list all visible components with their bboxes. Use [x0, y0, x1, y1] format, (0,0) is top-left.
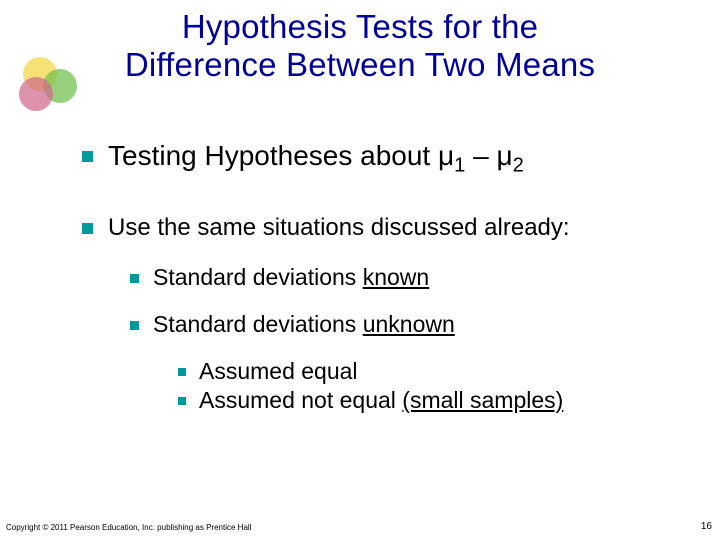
- bullet-square-icon: [130, 321, 139, 330]
- bullet-l2-2-text: Standard deviations unknown: [153, 311, 455, 338]
- bullet-l1-2: Use the same situations discussed alread…: [82, 214, 682, 242]
- bullet-l1-2-text: Use the same situations discussed alread…: [108, 214, 570, 242]
- slide-body: Testing Hypotheses about μ1 – μ2 Use the…: [82, 140, 682, 416]
- bullet-square-icon: [82, 223, 93, 234]
- copyright-footer: Copyright © 2011 Pearson Education, Inc.…: [6, 523, 251, 532]
- bullet-l1-1-text: Testing Hypotheses about μ1 – μ2: [108, 140, 524, 178]
- slide: Hypothesis Tests for the Difference Betw…: [0, 0, 720, 540]
- title-line-1: Hypothesis Tests for the: [182, 8, 538, 45]
- bullet-l3-2-text: Assumed not equal (small samples): [199, 387, 563, 414]
- bullet-l2-2: Standard deviations unknown: [130, 311, 682, 338]
- bullet-square-icon: [178, 368, 186, 376]
- bullet-square-icon: [178, 397, 186, 405]
- bullet-l1-1: Testing Hypotheses about μ1 – μ2: [82, 140, 682, 178]
- bullet-l2-1: Standard deviations known: [130, 264, 682, 291]
- bullet-l3-1-text: Assumed equal: [199, 358, 358, 385]
- bullet-l3-2: Assumed not equal (small samples): [178, 387, 682, 414]
- bullet-l3-1: Assumed equal: [178, 358, 682, 385]
- bullet-square-icon: [82, 151, 93, 162]
- slide-title: Hypothesis Tests for the Difference Betw…: [0, 8, 720, 84]
- title-line-2: Difference Between Two Means: [125, 46, 595, 83]
- bullet-l2-1-text: Standard deviations known: [153, 264, 429, 291]
- bullet-square-icon: [130, 274, 139, 283]
- page-number: 16: [701, 521, 712, 532]
